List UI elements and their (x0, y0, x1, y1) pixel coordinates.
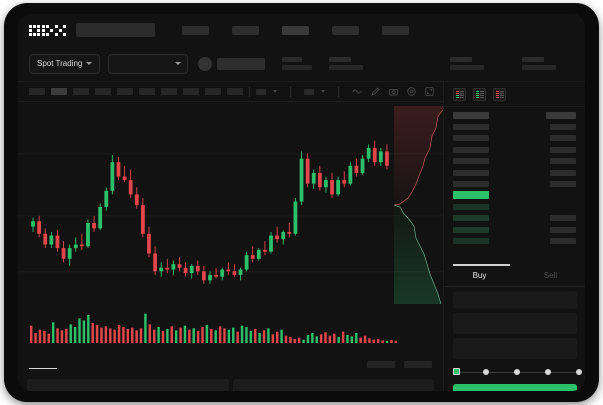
timeframe-9[interactable] (205, 88, 221, 95)
bottom-panel-right[interactable] (232, 379, 434, 391)
buy-sell-tabs: Buy Sell (444, 266, 585, 287)
ticker-stats-right (433, 57, 557, 70)
indicators-label[interactable] (256, 88, 266, 95)
depth-chart (394, 106, 443, 304)
chart-type-label[interactable] (304, 88, 314, 95)
toolbar-divider (249, 86, 250, 97)
buy-tab[interactable]: Buy (472, 270, 487, 280)
bottom-panels (18, 379, 443, 391)
timeframe-5[interactable] (117, 88, 133, 95)
volume-chart (18, 309, 443, 354)
orderbook-header (453, 110, 576, 121)
camera-icon[interactable] (388, 86, 399, 97)
nav-item-5[interactable] (382, 25, 409, 35)
nav-item-4[interactable] (332, 25, 359, 35)
bottom-action-2[interactable] (404, 360, 432, 368)
price-field[interactable] (453, 290, 577, 309)
chart-tools (256, 86, 435, 97)
candlestick-chart[interactable] (18, 102, 443, 309)
candlestick-series (18, 140, 443, 284)
orderbook-mode-bids[interactable] (473, 88, 486, 101)
trade-form: Buy Sell (444, 264, 585, 391)
orderbook-row[interactable] (453, 201, 576, 212)
nav-links (182, 25, 409, 35)
gear-icon[interactable] (406, 86, 417, 97)
timeframe-2[interactable] (51, 88, 67, 95)
timeframe-buttons (29, 88, 243, 95)
volume-series (29, 313, 398, 343)
ticker-stat (450, 57, 485, 70)
orderbook-row[interactable] (453, 121, 576, 132)
timeframe-6[interactable] (139, 88, 155, 95)
chart-toolbar (18, 82, 443, 102)
amount-slider[interactable] (453, 367, 582, 377)
nav-item-2[interactable] (232, 25, 259, 35)
bottom-tab-actions (367, 360, 432, 368)
right-sidebar: Buy Sell (443, 82, 585, 391)
bottom-tabs (18, 354, 443, 374)
search-input[interactable] (76, 23, 155, 37)
spot-trading-label: Spot Trading (37, 59, 83, 68)
orderbook-row[interactable] (453, 167, 576, 178)
orderbook-row[interactable] (453, 133, 576, 144)
timeframe-8[interactable] (183, 88, 199, 95)
sub-header: Spot Trading (18, 46, 585, 82)
chevron-down-icon (175, 62, 182, 65)
orderbook-last-price (453, 190, 576, 201)
nav-item-1[interactable] (182, 25, 209, 35)
slider-step-75[interactable] (545, 368, 551, 375)
bottom-action-1[interactable] (367, 360, 395, 368)
toolbar-divider (338, 86, 339, 97)
slider-step-50[interactable] (514, 368, 520, 375)
app-screen: Spot Trading (18, 14, 585, 391)
pencil-icon[interactable] (370, 86, 381, 97)
nav-item-3[interactable] (282, 25, 309, 35)
bottom-panel-left[interactable] (27, 379, 229, 391)
top-navigation-bar (18, 14, 585, 46)
slider-handle[interactable] (453, 367, 460, 375)
chevron-down-icon[interactable] (273, 90, 277, 93)
orderbook-display-modes (444, 82, 585, 107)
pair-avatar (198, 56, 213, 71)
timeframe-10[interactable] (227, 88, 243, 95)
orderbook-row[interactable] (453, 235, 576, 246)
slider-step-100[interactable] (576, 368, 582, 375)
okx-logo[interactable] (29, 24, 67, 37)
spot-trading-selector[interactable]: Spot Trading (29, 53, 101, 74)
orderbook-row[interactable] (453, 144, 576, 155)
buy-button[interactable] (453, 383, 577, 391)
sell-tab[interactable]: Sell (543, 270, 558, 280)
depth-series (394, 106, 443, 304)
chevron-down-icon (86, 62, 93, 65)
wave-line-icon[interactable] (352, 86, 363, 97)
pair-selector[interactable] (108, 53, 189, 74)
orderbook[interactable] (444, 107, 585, 247)
orderbook-row[interactable] (453, 156, 576, 167)
form-scroll-indicator[interactable] (453, 264, 510, 266)
ticker-stat (282, 57, 313, 70)
device-frame: Spot Trading (5, 4, 598, 401)
ticker-stat (522, 57, 557, 70)
orderbook-row[interactable] (453, 224, 576, 235)
orderbook-row[interactable] (453, 213, 576, 224)
slider-step-25[interactable] (483, 368, 489, 375)
timeframe-1[interactable] (29, 88, 45, 95)
amount-field[interactable] (453, 312, 577, 334)
ticker-stat (329, 57, 364, 70)
pair-name (217, 57, 266, 70)
timeframe-4[interactable] (95, 88, 111, 95)
timeframe-3[interactable] (73, 88, 89, 95)
ticker-stats-left (265, 57, 364, 70)
timeframe-7[interactable] (161, 88, 177, 95)
orderbook-row[interactable] (453, 178, 576, 189)
orderbook-mode-asks[interactable] (493, 88, 506, 101)
fullscreen-icon[interactable] (424, 86, 435, 97)
chevron-down-icon[interactable] (321, 90, 325, 93)
total-field[interactable] (453, 337, 577, 359)
toolbar-divider (290, 86, 291, 97)
orderbook-mode-both[interactable] (453, 88, 466, 101)
